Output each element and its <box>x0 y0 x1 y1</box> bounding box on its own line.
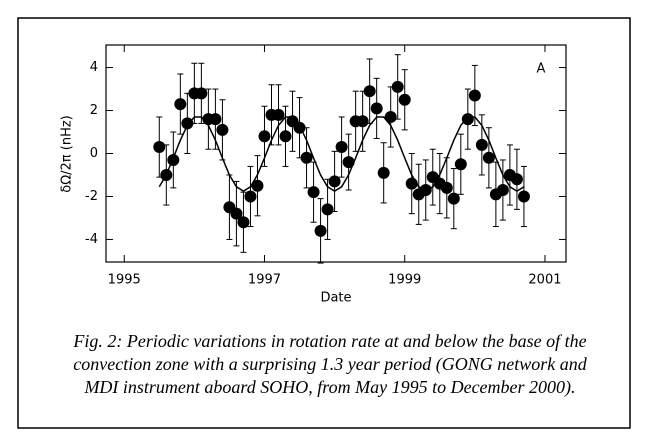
data-point <box>321 203 334 216</box>
data-point <box>398 93 411 106</box>
data-point <box>314 224 327 237</box>
data-point <box>475 138 488 151</box>
x-tick-label: 1995 <box>108 273 141 288</box>
data-point <box>181 117 194 130</box>
data-point <box>510 173 523 186</box>
data-point <box>461 113 474 126</box>
data-point <box>419 184 432 197</box>
data-point <box>342 156 355 169</box>
data-point <box>251 179 264 192</box>
x-tick-label: 2001 <box>528 273 561 288</box>
y-tick-label: 0 <box>90 146 98 161</box>
data-point <box>391 80 404 93</box>
data-point <box>272 108 285 121</box>
data-point <box>230 207 243 220</box>
y-tick-label: 4 <box>90 60 98 75</box>
y-axis-label: δΩ/2π (nHz) <box>60 115 75 192</box>
data-point <box>335 141 348 154</box>
data-point <box>307 186 320 199</box>
caption: Fig. 2: Periodic variations in rotation … <box>73 331 587 397</box>
data-point <box>370 102 383 115</box>
data-point <box>447 192 460 205</box>
data-point <box>279 130 292 143</box>
data-point <box>174 98 187 111</box>
data-point <box>384 110 397 123</box>
data-point <box>244 190 257 203</box>
data-point <box>300 151 313 164</box>
data-point <box>454 158 467 171</box>
data-point <box>153 141 166 154</box>
x-tick-label: 1999 <box>388 273 421 288</box>
data-point <box>405 177 418 190</box>
data-point <box>482 151 495 164</box>
data-point <box>356 115 369 128</box>
data-point <box>258 130 271 143</box>
figure-border <box>17 17 631 429</box>
annotation: A <box>537 62 546 77</box>
data-point <box>496 184 509 197</box>
x-axis-label: Date <box>320 291 351 306</box>
x-tick-label: 1997 <box>248 273 281 288</box>
y-tick-label: 2 <box>90 103 98 118</box>
data-point <box>363 85 376 98</box>
data-point <box>440 181 453 194</box>
data-point <box>468 89 481 102</box>
fit-curve <box>158 116 525 192</box>
data-point <box>517 190 530 203</box>
data-point <box>237 216 250 229</box>
data-point <box>195 87 208 100</box>
data-point <box>328 175 341 188</box>
y-tick-label: -4 <box>85 232 98 247</box>
data-point <box>209 113 222 126</box>
data-point <box>216 123 229 136</box>
y-tick-label: -2 <box>85 189 98 204</box>
data-point <box>377 166 390 179</box>
